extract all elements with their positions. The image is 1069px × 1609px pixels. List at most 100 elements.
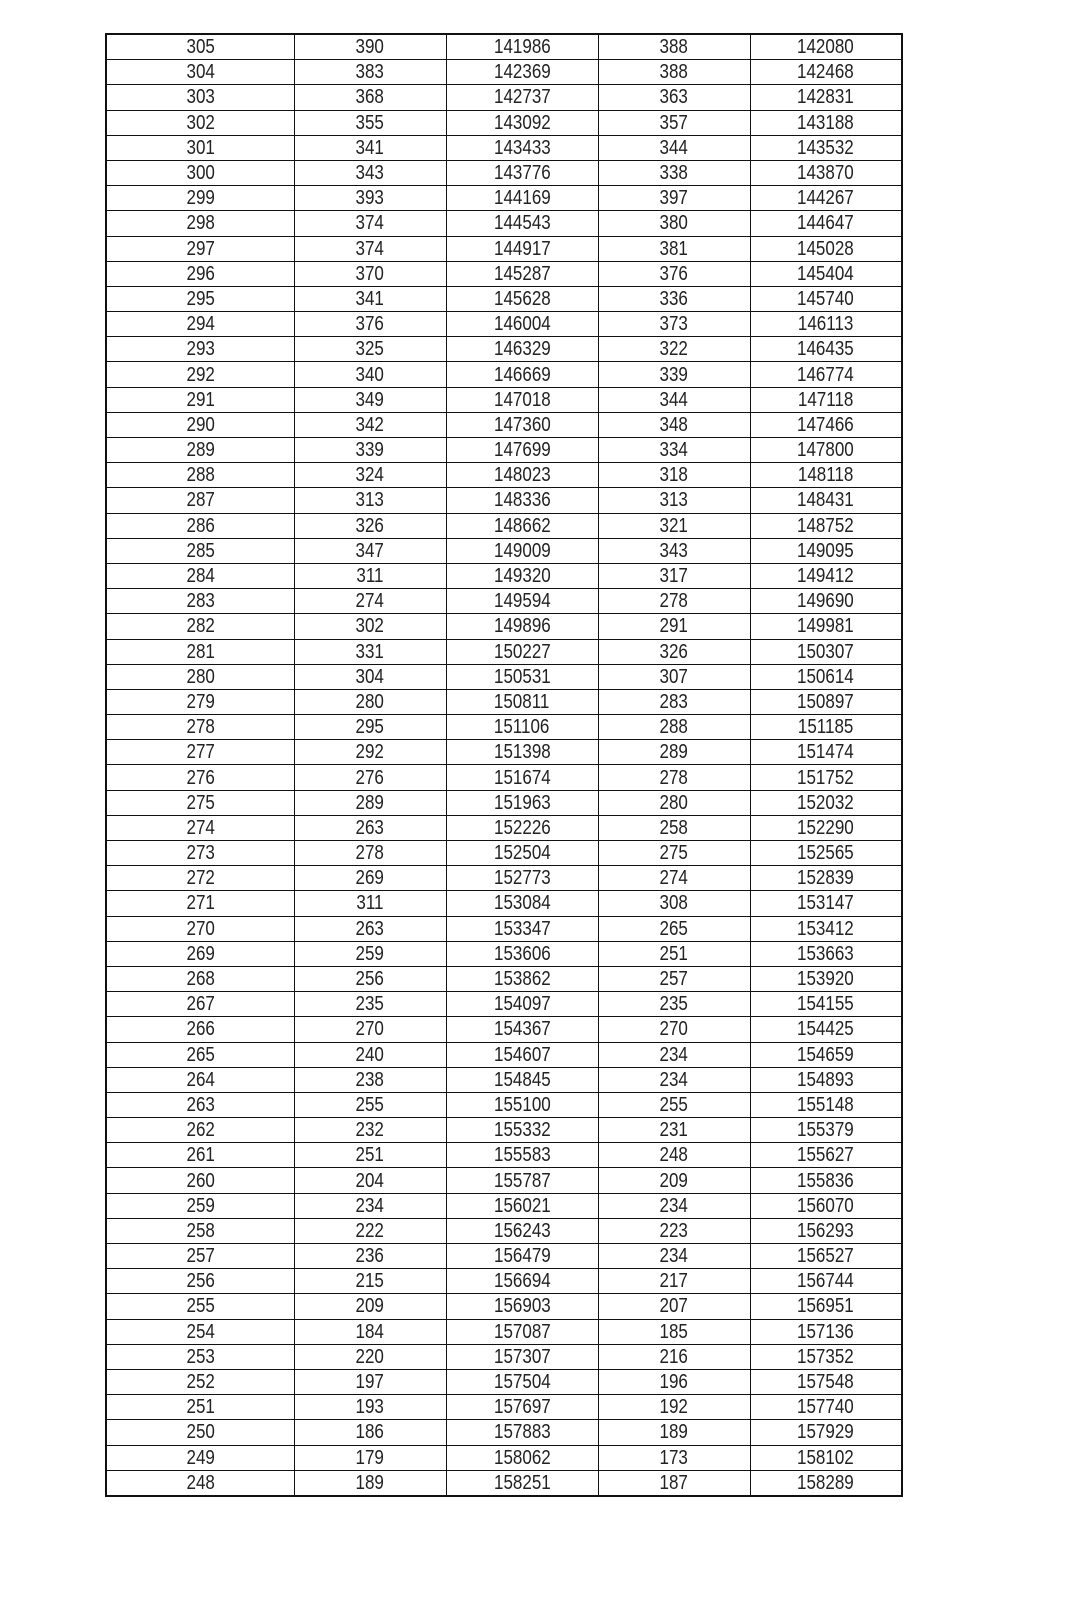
cell-value: 275 <box>186 791 215 814</box>
cell-value: 157740 <box>797 1396 855 1419</box>
table-cell-col3: 152504 <box>445 839 599 867</box>
cell-value: 251 <box>355 1144 385 1167</box>
cell-value: 296 <box>186 262 215 285</box>
cell-value: 336 <box>659 287 689 310</box>
table-cell-col4: 344 <box>597 134 751 161</box>
table-cell-col3: 149320 <box>445 562 599 590</box>
table-cell-col5: 155627 <box>749 1142 903 1169</box>
table-cell-col3: 152773 <box>445 865 599 892</box>
table-row: 287 313 148336 313 148431 <box>105 487 903 514</box>
cell-value: 280 <box>186 665 215 688</box>
table-cell-col3: 153862 <box>445 965 599 993</box>
cell-value: 155627 <box>797 1144 855 1167</box>
table-cell-col5: 146435 <box>749 336 903 363</box>
cell-value: 155379 <box>797 1119 855 1142</box>
table-cell-col5: 147118 <box>749 386 903 413</box>
cell-value: 263 <box>355 816 385 839</box>
cell-value: 340 <box>355 363 385 386</box>
table-cell-col2: 251 <box>293 1142 447 1169</box>
cell-value: 270 <box>186 917 215 940</box>
cell-value: 255 <box>659 1093 689 1116</box>
table-cell-col2: 232 <box>293 1117 447 1144</box>
table-row: 263 255 155100 255 155148 <box>105 1091 903 1119</box>
table-cell-col2: 349 <box>293 386 447 413</box>
table-cell-col3: 157307 <box>445 1343 599 1370</box>
cell-value: 248 <box>659 1144 689 1167</box>
cell-value: 397 <box>659 187 689 210</box>
cell-value: 152226 <box>493 816 551 839</box>
table-cell-col5: 142468 <box>749 59 903 86</box>
table-row: 282 302 149896 291 149981 <box>105 613 903 640</box>
table-cell-col4: 223 <box>597 1217 751 1245</box>
cell-value: 187 <box>659 1471 689 1494</box>
table-cell-col2: 370 <box>293 260 447 287</box>
cell-value: 157136 <box>797 1320 855 1343</box>
table-cell-col3: 153347 <box>445 915 599 942</box>
cell-value: 287 <box>186 489 215 512</box>
table-cell-col5: 157740 <box>749 1394 903 1421</box>
cell-value: 269 <box>355 867 385 890</box>
table-cell-col1: 270 <box>105 915 295 942</box>
cell-value: 297 <box>186 237 215 260</box>
table-cell-col4: 278 <box>597 764 751 791</box>
cell-value: 146004 <box>493 313 551 336</box>
table-cell-col1: 280 <box>105 663 295 690</box>
cell-value: 156951 <box>797 1295 855 1318</box>
cell-value: 288 <box>659 716 689 739</box>
cell-value: 322 <box>659 338 689 361</box>
cell-value: 388 <box>659 61 689 84</box>
table-cell-col1: 301 <box>105 134 295 161</box>
table-row: 290 342 147360 348 147466 <box>105 411 903 439</box>
cell-value: 250 <box>186 1421 215 1444</box>
table-cell-col1: 282 <box>105 613 295 640</box>
table-cell-col5: 155836 <box>749 1167 903 1194</box>
cell-value: 313 <box>355 489 385 512</box>
table-cell-col4: 275 <box>597 839 751 867</box>
cell-value: 318 <box>659 464 689 487</box>
table-cell-col1: 290 <box>105 411 295 439</box>
table-cell-col2: 263 <box>293 915 447 942</box>
cell-value: 326 <box>355 514 385 537</box>
table-cell-col4: 187 <box>597 1469 751 1497</box>
table-cell-col2: 311 <box>293 890 447 917</box>
table-cell-col5: 155379 <box>749 1117 903 1144</box>
cell-value: 216 <box>659 1345 689 1368</box>
cell-value: 285 <box>186 539 215 562</box>
cell-value: 192 <box>659 1396 689 1419</box>
table-cell-col2: 256 <box>293 965 447 993</box>
cell-value: 261 <box>186 1144 215 1167</box>
table-cell-col4: 185 <box>597 1318 751 1345</box>
table-cell-col3: 157697 <box>445 1394 599 1421</box>
cell-value: 143433 <box>493 136 551 159</box>
table-cell-col3: 156694 <box>445 1268 599 1295</box>
cell-value: 283 <box>659 690 689 713</box>
table-cell-col3: 157504 <box>445 1368 599 1396</box>
table-row: 291 349 147018 344 147118 <box>105 386 903 413</box>
table-cell-col1: 266 <box>105 1016 295 1043</box>
cell-value: 270 <box>355 1018 385 1041</box>
cell-value: 189 <box>355 1471 385 1494</box>
table-cell-col1: 264 <box>105 1066 295 1093</box>
cell-value: 157697 <box>493 1396 551 1419</box>
cell-value: 236 <box>355 1245 385 1268</box>
table-cell-col3: 155332 <box>445 1117 599 1144</box>
table-cell-col4: 283 <box>597 688 751 716</box>
cell-value: 156021 <box>493 1194 551 1217</box>
table-cell-col5: 144267 <box>749 185 903 212</box>
table-cell-col2: 276 <box>293 764 447 791</box>
table-row: 256 215 156694 217 156744 <box>105 1268 903 1295</box>
cell-value: 153920 <box>797 968 855 991</box>
cell-value: 144267 <box>797 187 855 210</box>
table-cell-col5: 157929 <box>749 1419 903 1446</box>
cell-value: 149095 <box>797 539 855 562</box>
cell-value: 251 <box>659 942 689 965</box>
cell-value: 280 <box>659 791 689 814</box>
table-cell-col1: 274 <box>105 814 295 842</box>
cell-value: 339 <box>355 439 385 462</box>
cell-value: 147699 <box>493 439 551 462</box>
table-cell-col5: 145740 <box>749 285 903 313</box>
cell-value: 157548 <box>797 1371 855 1394</box>
cell-value: 151398 <box>493 741 551 764</box>
cell-value: 289 <box>659 741 689 764</box>
cell-value: 280 <box>355 690 385 713</box>
